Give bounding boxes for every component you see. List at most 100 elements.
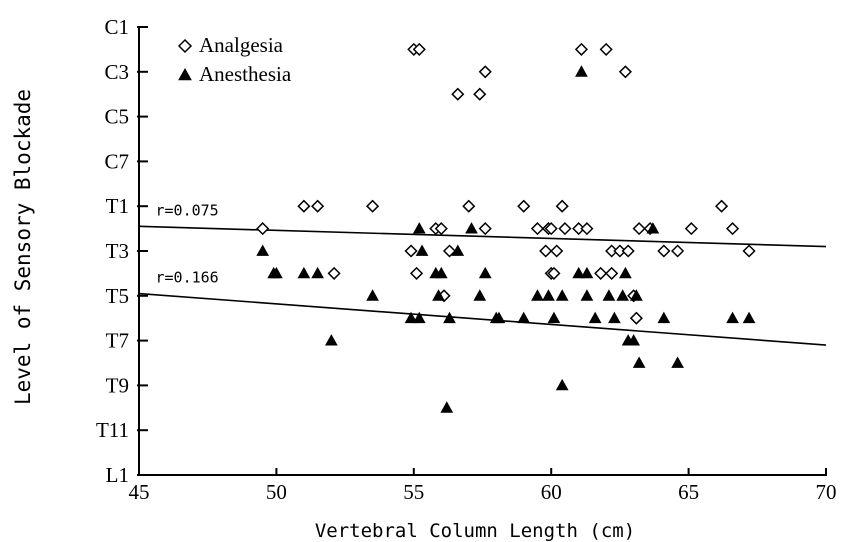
anesthesia-point — [434, 266, 448, 279]
anesthesia-point — [325, 334, 338, 346]
trend-lines: r=0.075 r=0.166 — [138, 201, 827, 346]
anesthesia-point — [517, 311, 531, 324]
trend-line-analgesia — [138, 225, 827, 248]
analgesia-point — [632, 222, 646, 236]
anesthesia-point — [311, 266, 324, 279]
anesthesia-point — [492, 311, 506, 324]
analgesia-point — [478, 65, 492, 79]
analgesia-point — [684, 222, 698, 236]
anesthesia-point — [465, 222, 478, 234]
anesthesia-point — [555, 289, 569, 301]
anesthesia-point — [575, 65, 588, 77]
analgesia-point — [599, 42, 613, 56]
data-points — [256, 42, 756, 413]
analgesia-point — [404, 244, 418, 258]
anesthesia-point — [415, 244, 429, 256]
analgesia-point — [256, 222, 270, 236]
analgesia-point — [530, 222, 545, 236]
x-tick-label: 45 — [129, 480, 150, 504]
anesthesia-point — [657, 311, 671, 324]
analgesia-point — [550, 244, 564, 258]
analgesia-point — [657, 244, 671, 258]
anesthesia-point — [451, 244, 465, 256]
y-tick-label: T1 — [106, 194, 129, 218]
anesthesia-point — [580, 289, 594, 301]
analgesia-point — [580, 222, 594, 236]
anesthesia-point — [572, 266, 586, 279]
trend-label-analgesia: r=0.075 — [155, 201, 218, 219]
analgesia-point — [605, 266, 619, 280]
anesthesia-point — [473, 289, 487, 301]
anesthesia-point — [297, 266, 311, 279]
y-tick-label: T3 — [106, 239, 129, 263]
anesthesia-point — [742, 311, 756, 324]
x-axis-ticks: 45 50 55 60 65 70 — [129, 468, 837, 504]
y-tick-label: C7 — [104, 149, 129, 173]
analgesia-point — [442, 244, 457, 258]
x-axis-label: Vertebral Column Length (cm) — [315, 520, 635, 542]
anesthesia-point — [646, 222, 660, 234]
analgesia-point — [629, 311, 643, 325]
analgesia-point — [547, 266, 561, 280]
anesthesia-point — [412, 222, 426, 234]
anesthesia-point — [256, 244, 270, 256]
analgesia-point — [742, 244, 756, 258]
anesthesia-point — [726, 311, 739, 324]
x-tick-label: 70 — [816, 480, 837, 504]
y-tick-label: L1 — [106, 463, 129, 487]
anesthesia-point — [616, 289, 629, 301]
anesthesia-point — [440, 401, 454, 413]
anesthesia-point — [602, 289, 616, 301]
anesthesia-point — [671, 356, 684, 368]
y-tick-label: T7 — [106, 329, 129, 353]
y-tick-label: T5 — [106, 284, 129, 308]
analgesia-point — [366, 199, 380, 213]
analgesia-point — [297, 199, 311, 213]
analgesia-point — [594, 266, 608, 280]
series-analgesia — [256, 42, 756, 325]
trend-label-anesthesia: r=0.166 — [155, 269, 218, 287]
anesthesia-point — [404, 311, 418, 324]
y-tick-label: C1 — [104, 15, 129, 39]
analgesia-point — [473, 87, 487, 101]
analgesia-point — [574, 42, 588, 56]
anesthesia-point — [478, 266, 492, 279]
anesthesia-point — [547, 311, 561, 324]
analgesia-point — [517, 199, 531, 213]
x-tick-label: 55 — [403, 480, 424, 504]
analgesia-point — [621, 244, 635, 258]
trend-line-anesthesia — [138, 292, 827, 346]
x-tick-label: 50 — [266, 480, 287, 504]
anesthesia-point — [432, 289, 445, 301]
x-tick-label: 65 — [678, 480, 699, 504]
analgesia-point — [434, 222, 448, 236]
analgesia-point — [555, 199, 569, 213]
y-axis-label: Level of Sensory Blockade — [11, 89, 35, 405]
analgesia-point — [539, 244, 553, 258]
analgesia-point — [462, 199, 476, 213]
analgesia-point — [726, 222, 740, 236]
anesthesia-point — [555, 378, 569, 391]
legend-label-anesthesia: Anesthesia — [199, 62, 292, 86]
anesthesia-point — [608, 311, 621, 324]
analgesia-point — [311, 199, 325, 213]
analgesia-point — [715, 199, 729, 213]
y-tick-label: T9 — [106, 373, 129, 397]
analgesia-point — [451, 87, 465, 101]
y-tick-label: T11 — [96, 418, 129, 442]
analgesia-point — [478, 222, 492, 236]
y-tick-label: C3 — [104, 60, 129, 84]
anesthesia-point — [627, 334, 640, 346]
anesthesia-point — [366, 289, 379, 301]
analgesia-point — [558, 222, 572, 236]
analgesia-point — [671, 244, 685, 258]
anesthesia-point — [588, 311, 602, 324]
y-tick-label: C5 — [104, 105, 129, 129]
anesthesia-point — [443, 311, 456, 324]
anesthesia-point — [632, 356, 646, 368]
analgesia-point — [544, 222, 558, 236]
series-anesthesia — [256, 65, 756, 413]
x-tick-label: 60 — [541, 480, 562, 504]
y-axis-ticks: C1 C3 C5 C7 T1 T3 T5 T7 T9 T11 L1 — [96, 15, 148, 487]
